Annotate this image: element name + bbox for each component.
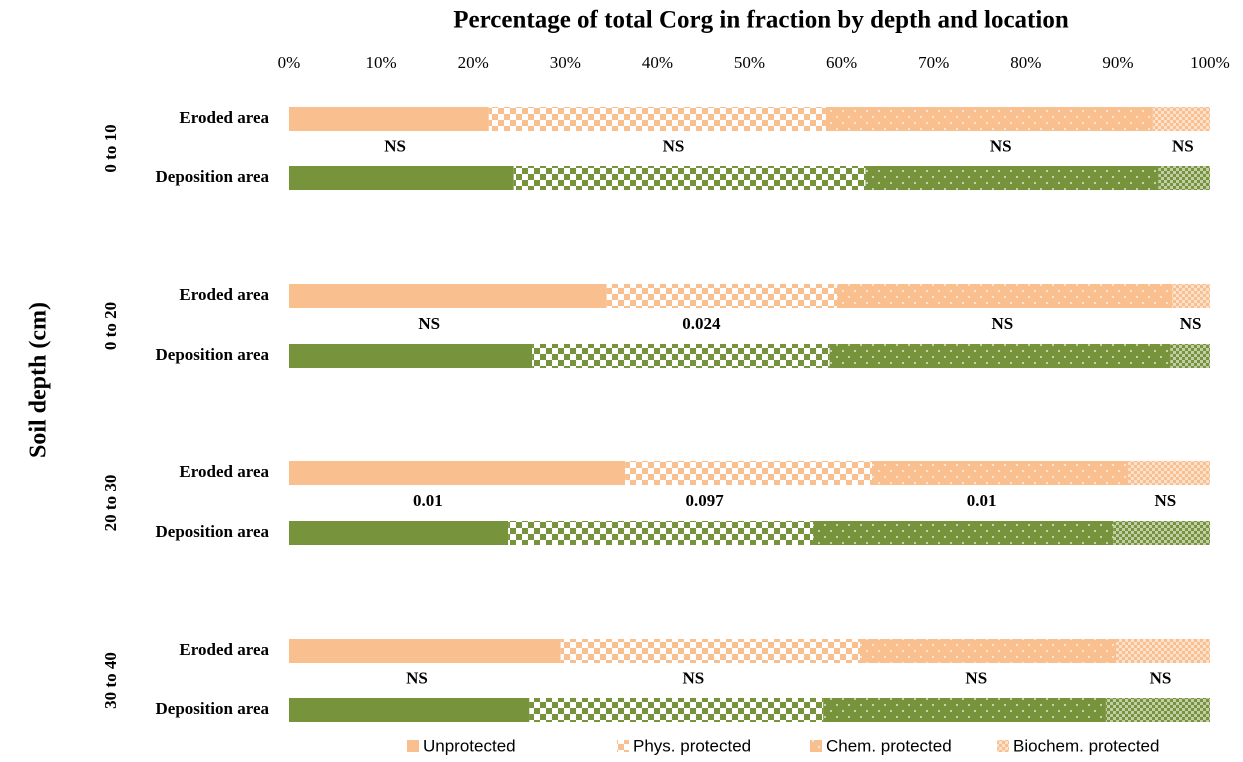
x-tick-label: 40% xyxy=(642,53,673,72)
category-label: Eroded area xyxy=(179,108,269,127)
annotation: NS xyxy=(990,136,1012,155)
bar-segment xyxy=(289,344,533,368)
category-label: Deposition area xyxy=(156,167,270,186)
x-tick-label: 30% xyxy=(550,53,581,72)
bar-segment xyxy=(1116,639,1210,663)
bar-segment xyxy=(289,639,561,663)
bar-segment xyxy=(532,344,830,368)
x-tick-label: 100% xyxy=(1190,53,1230,72)
annotation: NS xyxy=(406,668,428,687)
bar-segment xyxy=(1158,166,1210,190)
annotation: NS xyxy=(682,668,704,687)
bar-segment xyxy=(513,166,866,190)
x-tick-label: 80% xyxy=(1010,53,1041,72)
legend-label: Unprotected xyxy=(423,736,516,755)
legend-label: Phys. protected xyxy=(633,736,751,755)
bar-segment xyxy=(289,107,489,131)
bar-segment xyxy=(488,107,826,131)
annotation: NS xyxy=(1154,491,1176,510)
group-label: 0 to 20 xyxy=(101,302,120,350)
annotation: NS xyxy=(384,136,406,155)
legend-swatch xyxy=(810,740,822,752)
bar-segment xyxy=(871,461,1129,485)
annotation: 0.024 xyxy=(682,314,721,333)
x-tick-label: 0% xyxy=(278,53,301,72)
category-label: Eroded area xyxy=(179,285,269,304)
category-label: Eroded area xyxy=(179,640,269,659)
x-tick-label: 90% xyxy=(1102,53,1133,72)
legend-swatch xyxy=(407,740,419,752)
legend-label: Biochem. protected xyxy=(1013,736,1159,755)
x-tick-label: 10% xyxy=(366,53,397,72)
bar-segment xyxy=(829,344,1171,368)
category-label: Deposition area xyxy=(156,345,270,364)
category-label: Deposition area xyxy=(156,522,270,541)
annotation: NS xyxy=(965,668,987,687)
bar-segment xyxy=(1105,698,1210,722)
annotation: 0.097 xyxy=(685,491,724,510)
annotation: NS xyxy=(1150,668,1172,687)
bar-segment xyxy=(289,166,514,190)
bar-segment xyxy=(289,461,626,485)
bar-segment xyxy=(823,698,1106,722)
annotation: 0.01 xyxy=(413,491,443,510)
annotation: NS xyxy=(418,314,440,333)
bar-segment xyxy=(289,698,530,722)
bar-segment xyxy=(1170,344,1210,368)
bar-segment xyxy=(1172,284,1210,308)
bar-segment xyxy=(606,284,837,308)
x-tick-label: 50% xyxy=(734,53,765,72)
x-tick-label: 70% xyxy=(918,53,949,72)
legend-swatch xyxy=(997,740,1009,752)
category-label: Eroded area xyxy=(179,462,269,481)
x-tick-label: 60% xyxy=(826,53,857,72)
annotation: 0.01 xyxy=(967,491,997,510)
bar-segment xyxy=(1152,107,1210,131)
bar-segment xyxy=(560,639,861,663)
chart-title: Percentage of total Corg in fraction by … xyxy=(453,7,1069,34)
annotation: NS xyxy=(1172,136,1194,155)
annotation: NS xyxy=(991,314,1013,333)
bar-segment xyxy=(860,639,1117,663)
bar-segment xyxy=(813,521,1114,545)
bar-segment xyxy=(625,461,872,485)
group-label: 30 to 40 xyxy=(101,652,120,709)
x-tick-label: 20% xyxy=(458,53,489,72)
annotation: NS xyxy=(1180,314,1202,333)
bar-segment xyxy=(1128,461,1210,485)
legend-label: Chem. protected xyxy=(826,736,952,755)
annotation: NS xyxy=(663,136,685,155)
group-label: 0 to 10 xyxy=(101,124,120,172)
legend-swatch xyxy=(617,740,629,752)
group-label: 20 to 30 xyxy=(101,475,120,532)
bar-segment xyxy=(865,166,1159,190)
y-axis-label: Soil depth (cm) xyxy=(26,302,52,458)
bar-segment xyxy=(508,521,814,545)
bar-segment xyxy=(289,521,509,545)
category-label: Deposition area xyxy=(156,699,270,718)
bar-segment xyxy=(836,284,1173,308)
bar-segment xyxy=(289,284,607,308)
bar-segment xyxy=(825,107,1153,131)
bar-segment xyxy=(529,698,824,722)
bar-segment xyxy=(1113,521,1210,545)
